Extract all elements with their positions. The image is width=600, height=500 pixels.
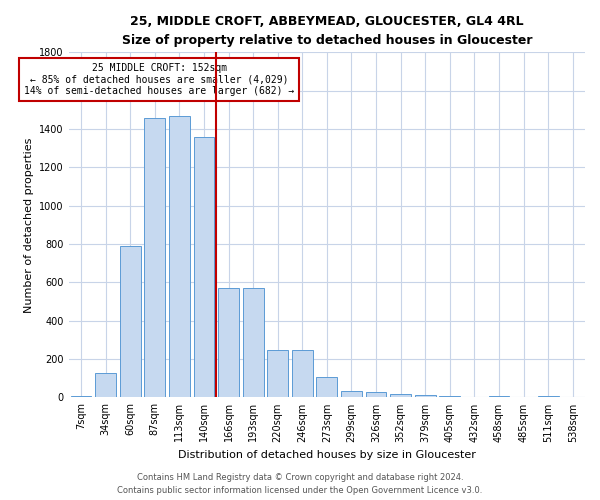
- Title: 25, MIDDLE CROFT, ABBEYMEAD, GLOUCESTER, GL4 4RL
Size of property relative to de: 25, MIDDLE CROFT, ABBEYMEAD, GLOUCESTER,…: [122, 15, 532, 47]
- Text: Contains HM Land Registry data © Crown copyright and database right 2024.
Contai: Contains HM Land Registry data © Crown c…: [118, 474, 482, 495]
- Bar: [218, 288, 239, 398]
- Bar: [390, 394, 411, 398]
- Bar: [292, 350, 313, 398]
- Bar: [242, 288, 263, 398]
- Bar: [415, 394, 436, 398]
- Bar: [341, 390, 362, 398]
- Bar: [316, 378, 337, 398]
- Bar: [145, 118, 165, 398]
- Bar: [439, 396, 460, 398]
- X-axis label: Distribution of detached houses by size in Gloucester: Distribution of detached houses by size …: [178, 450, 476, 460]
- Bar: [365, 392, 386, 398]
- Y-axis label: Number of detached properties: Number of detached properties: [24, 137, 34, 312]
- Bar: [538, 396, 559, 398]
- Bar: [169, 116, 190, 398]
- Bar: [120, 246, 140, 398]
- Bar: [267, 350, 288, 398]
- Bar: [194, 136, 214, 398]
- Text: 25 MIDDLE CROFT: 152sqm
← 85% of detached houses are smaller (4,029)
14% of semi: 25 MIDDLE CROFT: 152sqm ← 85% of detache…: [24, 62, 294, 96]
- Bar: [95, 372, 116, 398]
- Bar: [488, 396, 509, 398]
- Bar: [71, 396, 91, 398]
